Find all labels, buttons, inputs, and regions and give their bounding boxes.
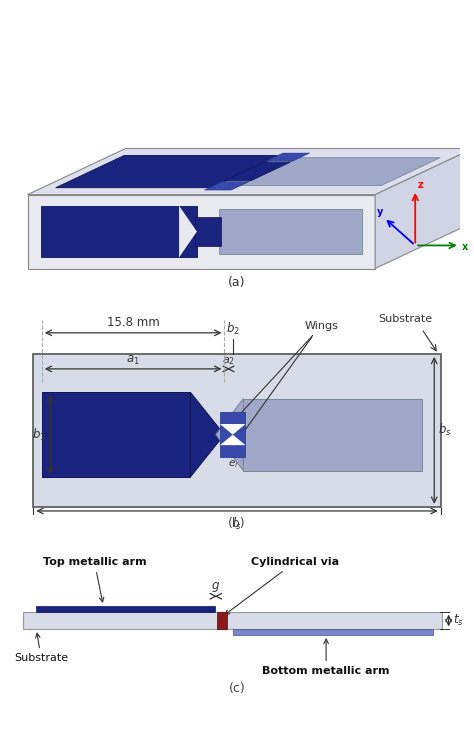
Polygon shape [55,155,280,188]
Polygon shape [216,399,243,471]
Polygon shape [27,149,473,195]
FancyBboxPatch shape [220,424,246,445]
Text: 15.8 mm: 15.8 mm [107,316,159,329]
Polygon shape [179,206,197,257]
Text: $e_l$: $e_l$ [228,458,238,469]
Text: $a_2$: $a_2$ [222,355,235,367]
Polygon shape [220,424,246,434]
Text: $e_w$: $e_w$ [228,423,242,434]
Polygon shape [195,217,221,246]
FancyBboxPatch shape [220,445,246,457]
Polygon shape [375,149,473,268]
Text: (c): (c) [228,682,246,695]
Text: $b_s$: $b_s$ [438,422,452,438]
Text: (a): (a) [228,276,246,289]
Text: Substrate: Substrate [14,634,68,663]
FancyBboxPatch shape [220,412,246,424]
Text: z: z [418,180,423,190]
FancyBboxPatch shape [42,392,191,477]
Text: x: x [462,242,468,252]
Text: $g$: $g$ [211,580,220,593]
Text: Top metallic arm: Top metallic arm [43,557,146,602]
Text: Cylindrical via: Cylindrical via [225,557,339,615]
Text: $t_s$: $t_s$ [453,613,464,628]
Polygon shape [219,209,362,254]
FancyBboxPatch shape [36,606,215,612]
Polygon shape [27,195,375,268]
FancyBboxPatch shape [243,399,421,471]
Polygon shape [220,434,246,445]
Polygon shape [204,182,249,190]
Text: (b): (b) [228,517,246,530]
Text: $l_s$: $l_s$ [232,516,242,532]
Text: $b_1$: $b_1$ [32,426,46,443]
Text: $a_1$: $a_1$ [126,354,140,367]
Polygon shape [41,206,197,257]
FancyBboxPatch shape [33,354,441,507]
Polygon shape [239,157,440,185]
Polygon shape [265,153,310,161]
Polygon shape [191,392,224,477]
FancyBboxPatch shape [217,612,227,629]
Text: Bottom metallic arm: Bottom metallic arm [263,639,390,677]
Text: Substrate: Substrate [378,314,432,324]
FancyBboxPatch shape [23,612,442,629]
Text: $b_2$: $b_2$ [226,321,240,337]
Text: Wings: Wings [236,321,339,419]
Text: y: y [377,208,384,217]
Polygon shape [224,163,290,181]
FancyBboxPatch shape [233,629,433,635]
